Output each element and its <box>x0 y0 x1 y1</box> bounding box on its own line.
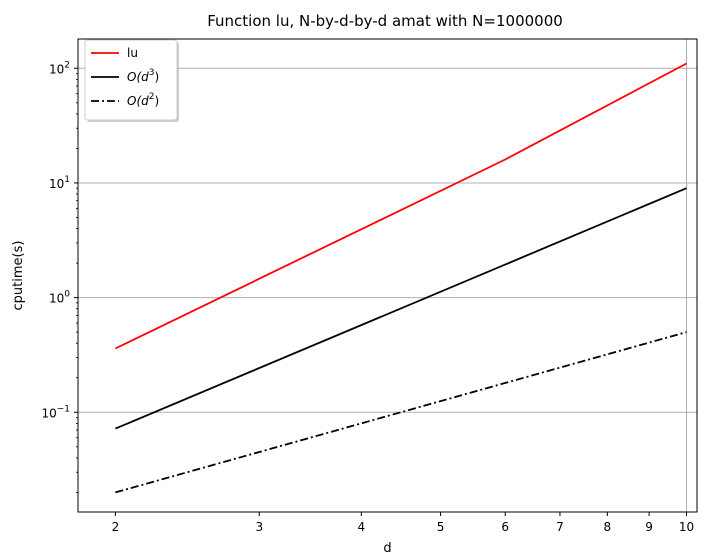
grid <box>78 39 697 512</box>
legend-label-2: O(d2) <box>127 92 159 108</box>
legend-box <box>84 39 178 121</box>
series-line-1 <box>115 187 687 430</box>
x-tick-label: 2 <box>112 520 120 534</box>
x-tick-label: 9 <box>645 520 653 534</box>
legend-label-1: O(d3) <box>127 68 159 84</box>
series-layer <box>115 62 687 494</box>
x-tick-label: 7 <box>556 520 564 534</box>
x-axis-label: d <box>383 541 391 556</box>
plot-frame <box>77 38 698 513</box>
series-line-2 <box>115 331 687 494</box>
x-tick-label: 6 <box>501 520 509 534</box>
x-tick-label: 10 <box>679 520 694 534</box>
y-tick-label: 102 <box>49 60 70 76</box>
x-tick-label: 5 <box>437 520 445 534</box>
y-axis-label: cputime(s) <box>11 241 26 311</box>
chart-title: Function lu, N-by-d-by-d amat with N=100… <box>207 12 563 30</box>
y-tick-label: 101 <box>49 175 70 191</box>
y-tick-label: 100 <box>49 290 70 306</box>
legend-label-0: lu <box>127 46 138 60</box>
x-tick-label: 4 <box>358 520 366 534</box>
legend: lu O(d3) O(d2) <box>84 39 179 122</box>
x-axis: 2 3 4 5 6 7 8 9 10 <box>112 512 694 534</box>
x-tick-label: 8 <box>604 520 612 534</box>
x-tick-label: 3 <box>255 520 263 534</box>
y-axis: 102 101 100 10−1 <box>41 60 78 493</box>
y-tick-label: 10−1 <box>41 404 70 420</box>
series-line-0 <box>115 62 687 350</box>
